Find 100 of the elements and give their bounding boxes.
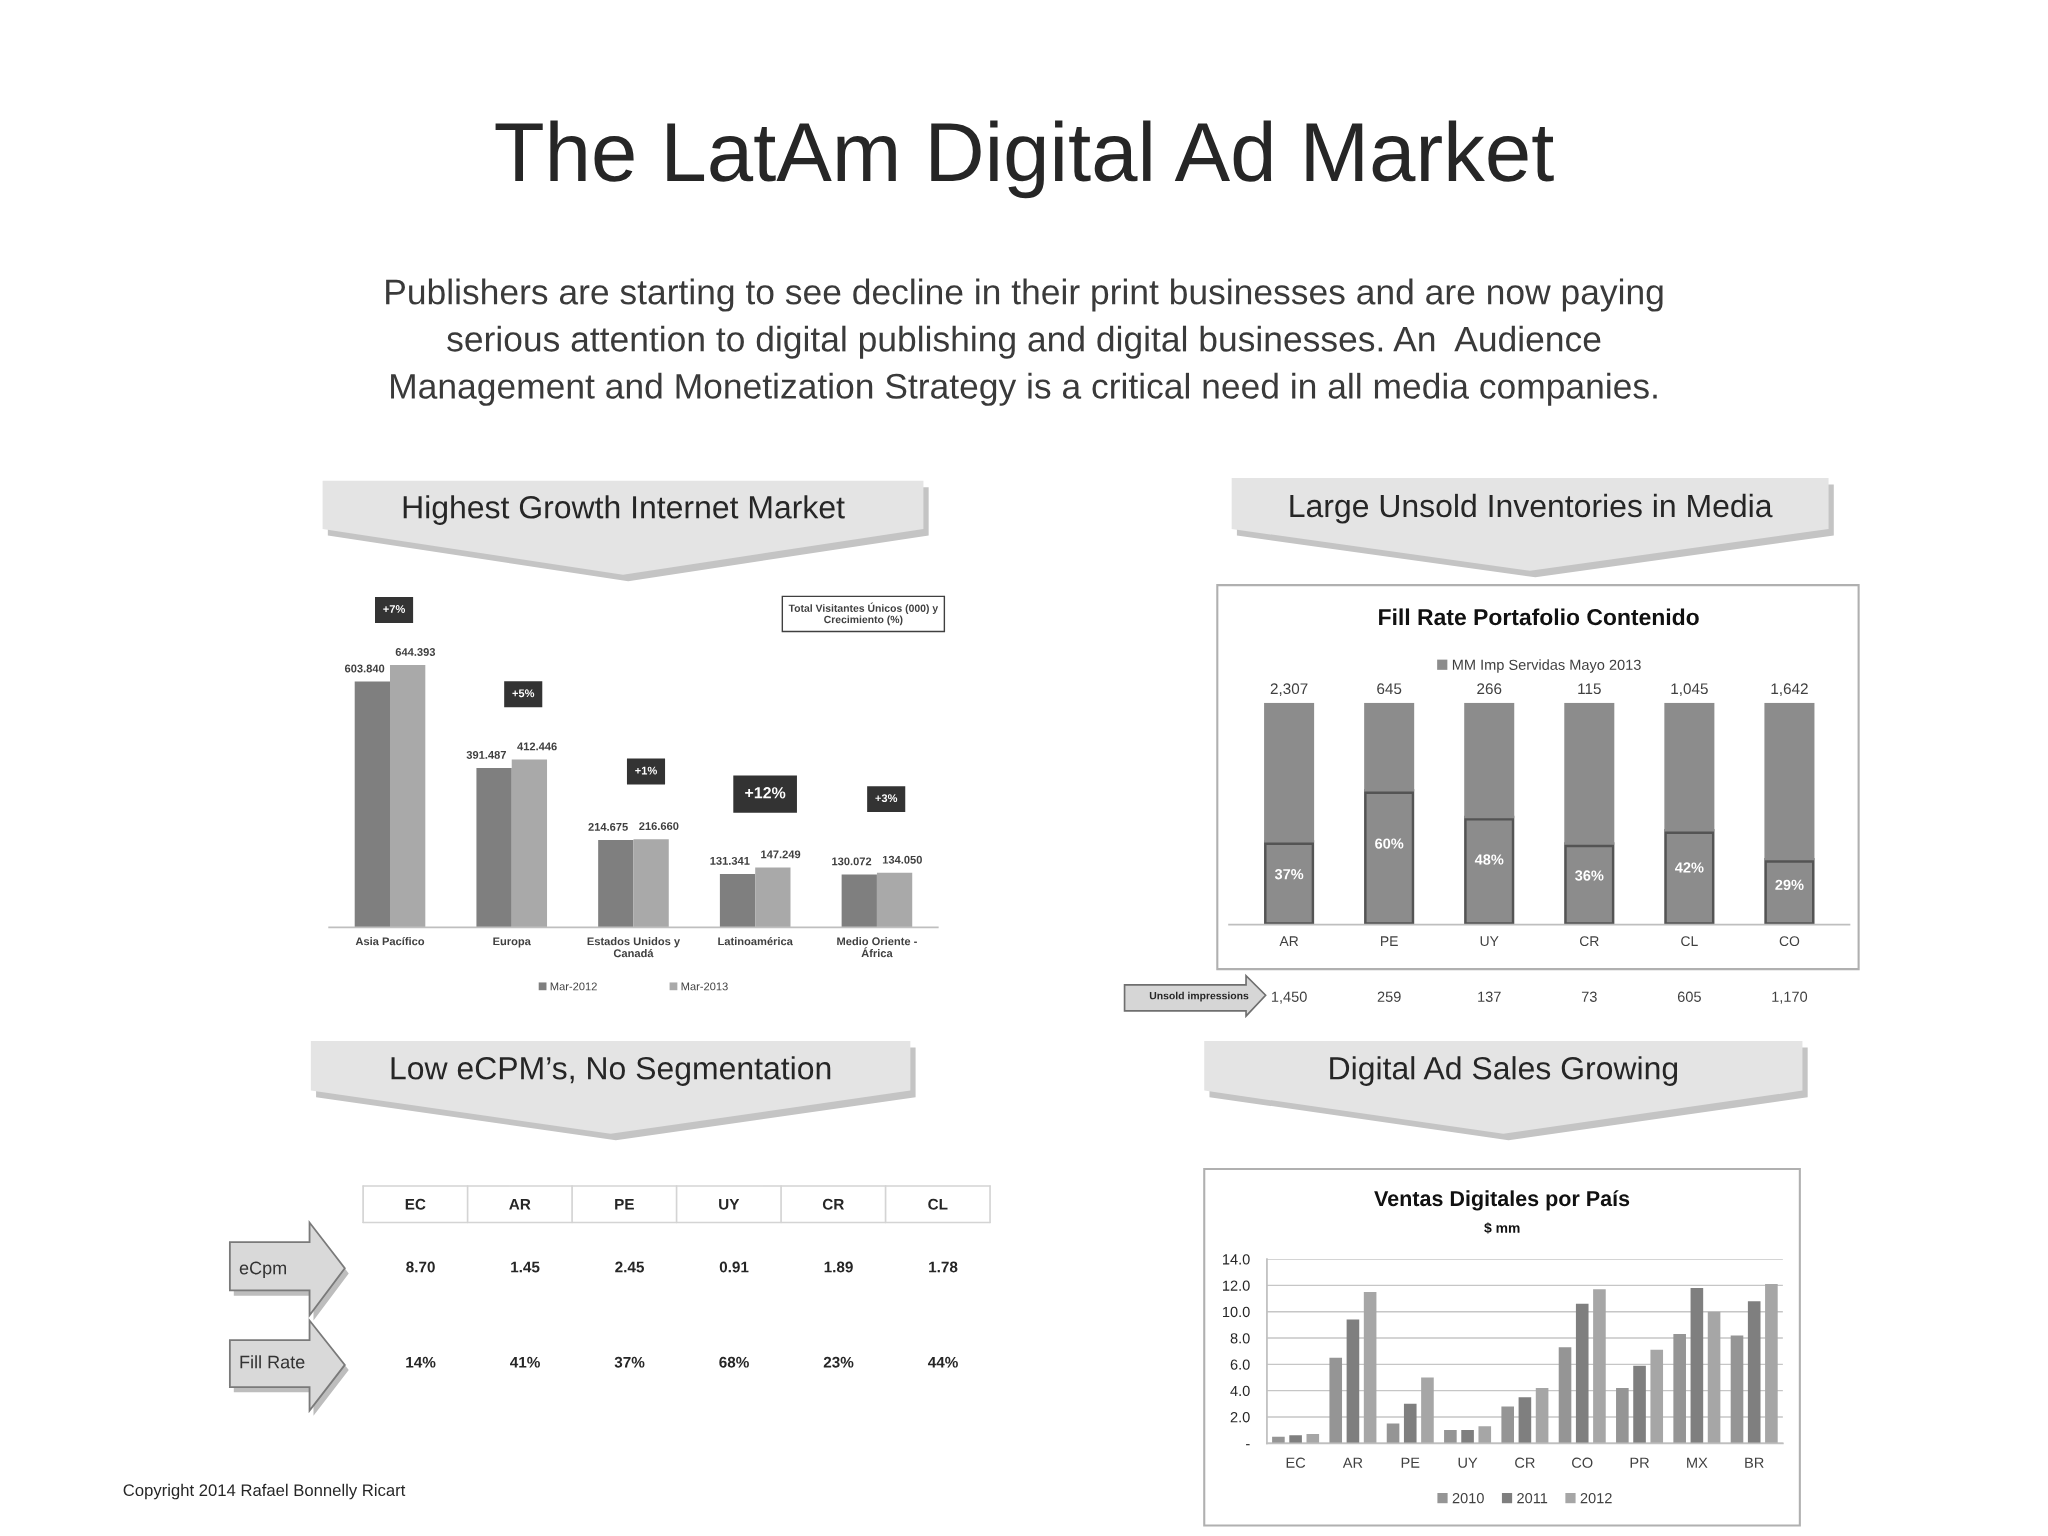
bar [1633, 1365, 1646, 1444]
bar [1461, 1430, 1474, 1444]
y-tick-label: 8.0 [1230, 1333, 1250, 1344]
y-tick-label: 6.0 [1230, 1359, 1250, 1370]
data-label: 44% [927, 1356, 958, 1368]
x-tick-label: EC [1286, 1457, 1306, 1468]
legend-label: Mar-2013 [681, 982, 728, 991]
data-label: 216.660 [639, 822, 679, 831]
data-label: 1.78 [929, 1261, 958, 1273]
x-tick-label: Latinoamérica [718, 936, 793, 946]
x-tick-label: UY [1480, 936, 1499, 947]
x-tick-label: Asia Pacífico [355, 936, 425, 946]
text: 605 [1677, 991, 1701, 1002]
data-label: 36% [1575, 870, 1604, 881]
category-label: EC [405, 1198, 426, 1210]
data-label: 37% [1274, 869, 1304, 880]
data-label: 68% [719, 1356, 749, 1368]
bar [354, 681, 391, 928]
data-label: 2.45 [615, 1261, 644, 1273]
category-label: CL [928, 1198, 948, 1210]
data-label: 14% [406, 1356, 436, 1368]
data-label: 1.45 [511, 1261, 540, 1273]
data-label: 644.393 [395, 648, 436, 656]
legend-label: Mar-2012 [550, 982, 597, 991]
annotation: 115 [1578, 683, 1601, 695]
bar [1593, 1289, 1606, 1444]
y-tick-label: 14.0 [1223, 1254, 1250, 1265]
x-tick-label: UY [1458, 1457, 1478, 1468]
text: 259 [1377, 991, 1401, 1002]
category-label: CR [822, 1198, 845, 1210]
annotation: 645 [1377, 683, 1402, 695]
x-tick-label: AR [1279, 936, 1299, 946]
chart-title: Digital Ad Sales Growing [1330, 1056, 1678, 1086]
data-label: 1.89 [824, 1261, 853, 1273]
x-tick-label: CR [1515, 1457, 1535, 1468]
category-label: AR [509, 1198, 531, 1210]
bar [876, 872, 913, 928]
bar [1329, 1357, 1343, 1444]
annotation: 1,642 [1771, 683, 1808, 696]
data-label: 130.072 [832, 857, 872, 866]
data-label: 41% [510, 1356, 540, 1368]
bar [841, 874, 877, 928]
x-tick-label: Medio Oriente - África [837, 937, 917, 958]
legend-label: MM Imp Servidas Mayo 2013 [1452, 659, 1641, 673]
category-label: UY [719, 1198, 740, 1210]
data-label: 48% [1474, 854, 1504, 865]
bar [1501, 1406, 1515, 1444]
x-tick-label: CR [1579, 936, 1599, 947]
bar [1616, 1388, 1629, 1444]
x-tick-label: CO [1572, 1457, 1593, 1468]
bar [1558, 1347, 1572, 1444]
text: The LatAm Digital Ad Market [495, 120, 1554, 199]
data-label: 42% [1674, 862, 1704, 873]
data-label: 37% [614, 1356, 645, 1368]
legend-label: 2010 [1452, 1493, 1484, 1504]
bar [1518, 1397, 1532, 1444]
y-tick-label: 4.0 [1230, 1385, 1250, 1397]
annotation: +5% [512, 689, 535, 698]
bar [1306, 1434, 1320, 1444]
bar [1478, 1426, 1492, 1444]
bar [1421, 1377, 1434, 1444]
x-tick-label: AR [1342, 1457, 1363, 1468]
y-axis-title: $ mm [1484, 1222, 1520, 1234]
text: 1,450 [1271, 991, 1307, 1004]
x-tick-label: PE [1401, 1457, 1420, 1468]
text: 137 [1478, 991, 1501, 1002]
bar [1403, 1403, 1417, 1444]
chart-subtitle: Ventas Digitales por País [1374, 1190, 1630, 1211]
annotation: 2,307 [1270, 683, 1308, 696]
annotation: 266 [1477, 683, 1502, 695]
bar [1747, 1301, 1761, 1444]
annotation: +1% [635, 766, 657, 775]
bar [1575, 1303, 1589, 1444]
y-tick-label: 10.0 [1223, 1306, 1250, 1318]
bar [1690, 1288, 1704, 1444]
text: Fill Rate [240, 1355, 305, 1369]
data-label: 8.70 [406, 1261, 435, 1273]
data-label: 23% [823, 1356, 854, 1368]
bar [1650, 1349, 1664, 1444]
bar [1730, 1335, 1744, 1444]
data-label: 391.487 [466, 751, 506, 759]
text: +7% [383, 605, 406, 613]
category-label: PE [615, 1198, 634, 1210]
bar [1289, 1435, 1302, 1444]
x-tick-label: CO [1779, 936, 1800, 947]
x-tick-label: PR [1630, 1457, 1649, 1468]
bar [1673, 1334, 1686, 1444]
chart-subtitle: Total Visitantes Únicos (000) y Crecimiento (%) [788, 602, 939, 626]
data-label: 214.675 [588, 822, 628, 831]
x-tick-label: BR [1745, 1457, 1764, 1468]
legend-label: 2011 [1517, 1493, 1548, 1504]
bar [719, 873, 756, 928]
chart-title: Large Unsold Inventories in Media [1290, 493, 1773, 524]
text: Unsold impressions [1149, 991, 1249, 1002]
text: 73 [1581, 991, 1597, 1002]
x-tick-label: MX [1687, 1457, 1708, 1468]
text: Publishers are starting to see decline in their print businesses and are now paying serious attention to digital publishing and digital businesses. An Audience Management and Monetization Strategy is a critical need in all media companies. [386, 278, 1663, 406]
data-label: 134.050 [882, 855, 922, 864]
x-tick-label: Estados Unidos y Canadá [587, 937, 681, 958]
bar [511, 759, 548, 928]
